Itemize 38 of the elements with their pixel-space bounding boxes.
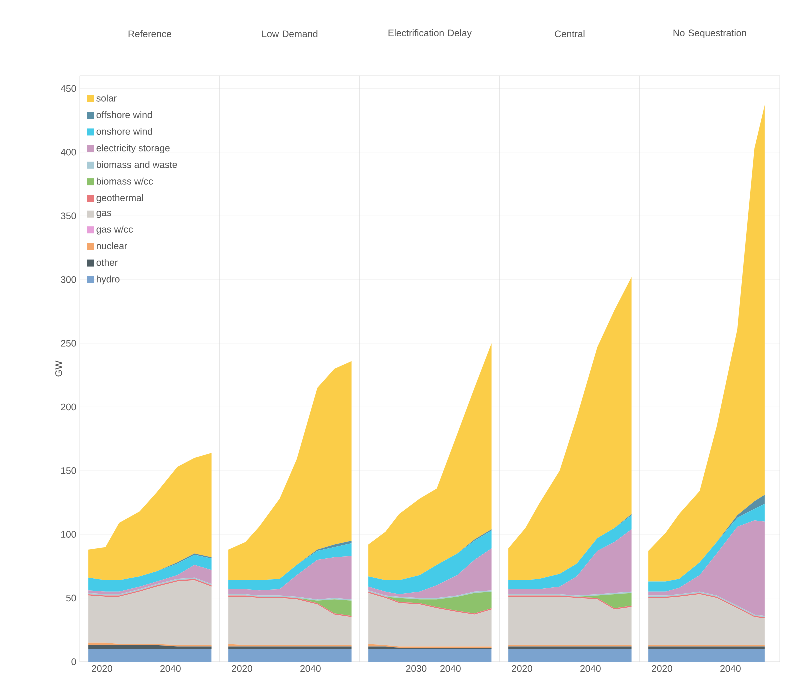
legend-label: other [96, 259, 118, 266]
y-tick-label: 400 [61, 149, 76, 156]
y-tick-label: 150 [62, 468, 76, 474]
y-tick-label: 250 [61, 340, 76, 347]
legend-label: hydro [97, 276, 120, 285]
legend-label: solar [96, 94, 117, 102]
legend-label: biomass w/cc [97, 178, 154, 185]
y-tick-label: 450 [61, 85, 76, 92]
legend-label: gas [96, 211, 112, 218]
y-tick-label: 300 [61, 276, 76, 284]
chart-title: Central [555, 30, 585, 38]
y-axis-title: GW [56, 360, 62, 377]
chart-title: Electrification Delay [388, 30, 472, 38]
legend-label: geothermal [96, 194, 144, 204]
x-tick-label: 2020 [92, 665, 112, 672]
x-tick-label: 2040 [580, 665, 601, 672]
chart-title: No Sequestration [674, 30, 746, 38]
y-tick-label: 200 [61, 404, 76, 411]
x-tick-label: 2020 [232, 665, 252, 672]
y-tick-label: 0 [72, 658, 76, 666]
legend-label: electricity storage [96, 144, 170, 154]
legend-label: nuclear [97, 242, 128, 250]
chart-title: Reference [128, 30, 172, 38]
legend-label: onshore wind [96, 128, 152, 136]
legend-label: gas w/cc [96, 226, 134, 235]
chart-title: Low Demand [262, 30, 318, 38]
x-tick-label: 2040 [440, 665, 461, 672]
y-tick-label: 50 [66, 594, 76, 602]
x-tick-label: 2020 [652, 665, 672, 672]
x-tick-label: 2040 [720, 665, 741, 672]
x-tick-label: 2040 [160, 665, 181, 672]
x-tick-label: 2030 [406, 665, 427, 672]
legend-label: offshore wind [96, 111, 152, 118]
legend-label: biomass and waste [97, 161, 178, 168]
y-tick-label: 100 [62, 531, 76, 538]
y-tick-label: 350 [61, 212, 76, 220]
x-tick-label: 2020 [512, 665, 532, 672]
x-tick-label: 2040 [300, 665, 321, 672]
